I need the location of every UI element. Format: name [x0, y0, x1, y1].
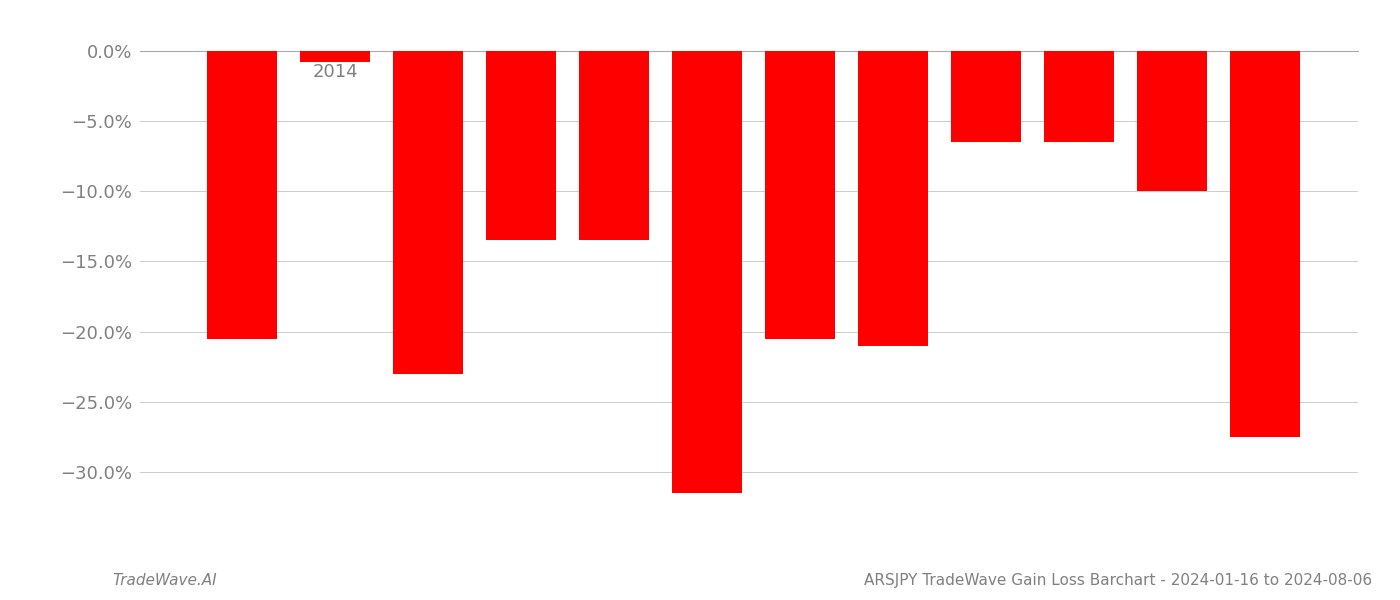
Bar	[951, 51, 1021, 142]
Bar	[393, 51, 463, 374]
Bar	[1044, 51, 1114, 142]
Bar	[766, 51, 834, 338]
Bar	[1137, 51, 1207, 191]
Bar	[1231, 51, 1299, 437]
Text: TradeWave.AI: TradeWave.AI	[112, 573, 217, 588]
Bar	[672, 51, 742, 493]
Bar	[486, 51, 556, 241]
Bar	[858, 51, 928, 346]
Text: ARSJPY TradeWave Gain Loss Barchart - 2024-01-16 to 2024-08-06: ARSJPY TradeWave Gain Loss Barchart - 20…	[864, 573, 1372, 588]
Bar	[301, 51, 370, 62]
Bar	[207, 51, 277, 338]
Bar	[580, 51, 650, 241]
